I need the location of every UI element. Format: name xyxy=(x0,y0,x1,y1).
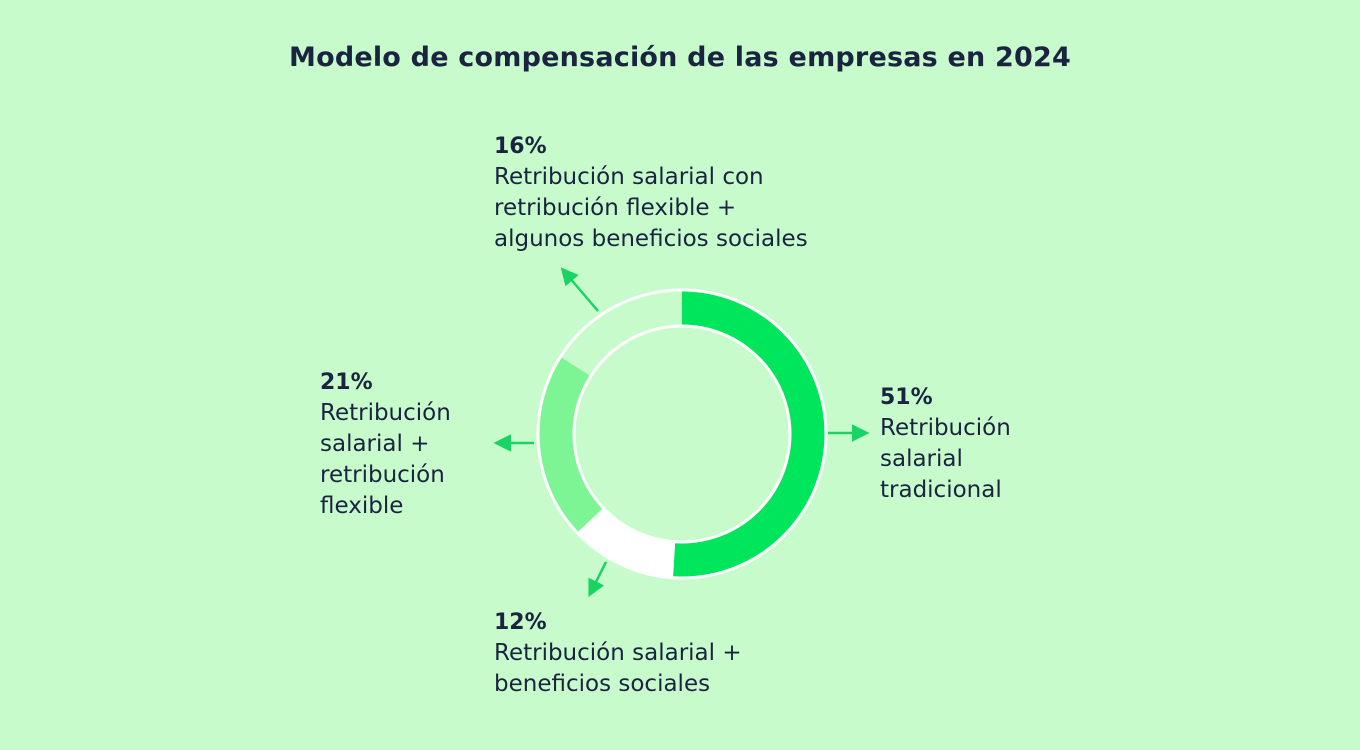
slice-percent: 12% xyxy=(494,610,547,635)
slice-description: Retribución salarial con retribución fle… xyxy=(494,164,808,252)
donut-slice-traditional xyxy=(672,290,826,578)
slice-description: Retribución salarial + retribución flexi… xyxy=(320,400,451,519)
slice-label-social-benefits: 12% Retribución salarial + beneficios so… xyxy=(494,608,854,700)
donut-slice-flexible-and-benefits xyxy=(560,290,682,377)
chart-title: Modelo de compensación de las empresas e… xyxy=(289,42,1071,73)
pointer-arrow-flexible-and-benefits xyxy=(560,267,599,312)
slice-description: Retribución salarial tradicional xyxy=(880,415,1011,503)
slice-percent: 51% xyxy=(880,385,933,410)
slice-percent: 16% xyxy=(494,134,547,159)
slice-percent: 21% xyxy=(320,370,373,395)
donut-slice-social-benefits xyxy=(577,507,676,578)
slice-description: Retribución salarial + beneficios social… xyxy=(494,640,742,697)
slice-label-flexible: 21% Retribución salarial + retribución f… xyxy=(320,368,500,522)
pointer-arrow-social-benefits xyxy=(588,561,608,598)
slice-label-traditional: 51% Retribución salarial tradicional xyxy=(880,383,1080,506)
slice-label-flexible-and-benefits: 16% Retribución salarial con retribución… xyxy=(494,132,894,255)
donut-inner-outline xyxy=(572,324,792,544)
donut-slice-flexible xyxy=(538,356,604,533)
donut-outer-outline xyxy=(536,288,828,580)
